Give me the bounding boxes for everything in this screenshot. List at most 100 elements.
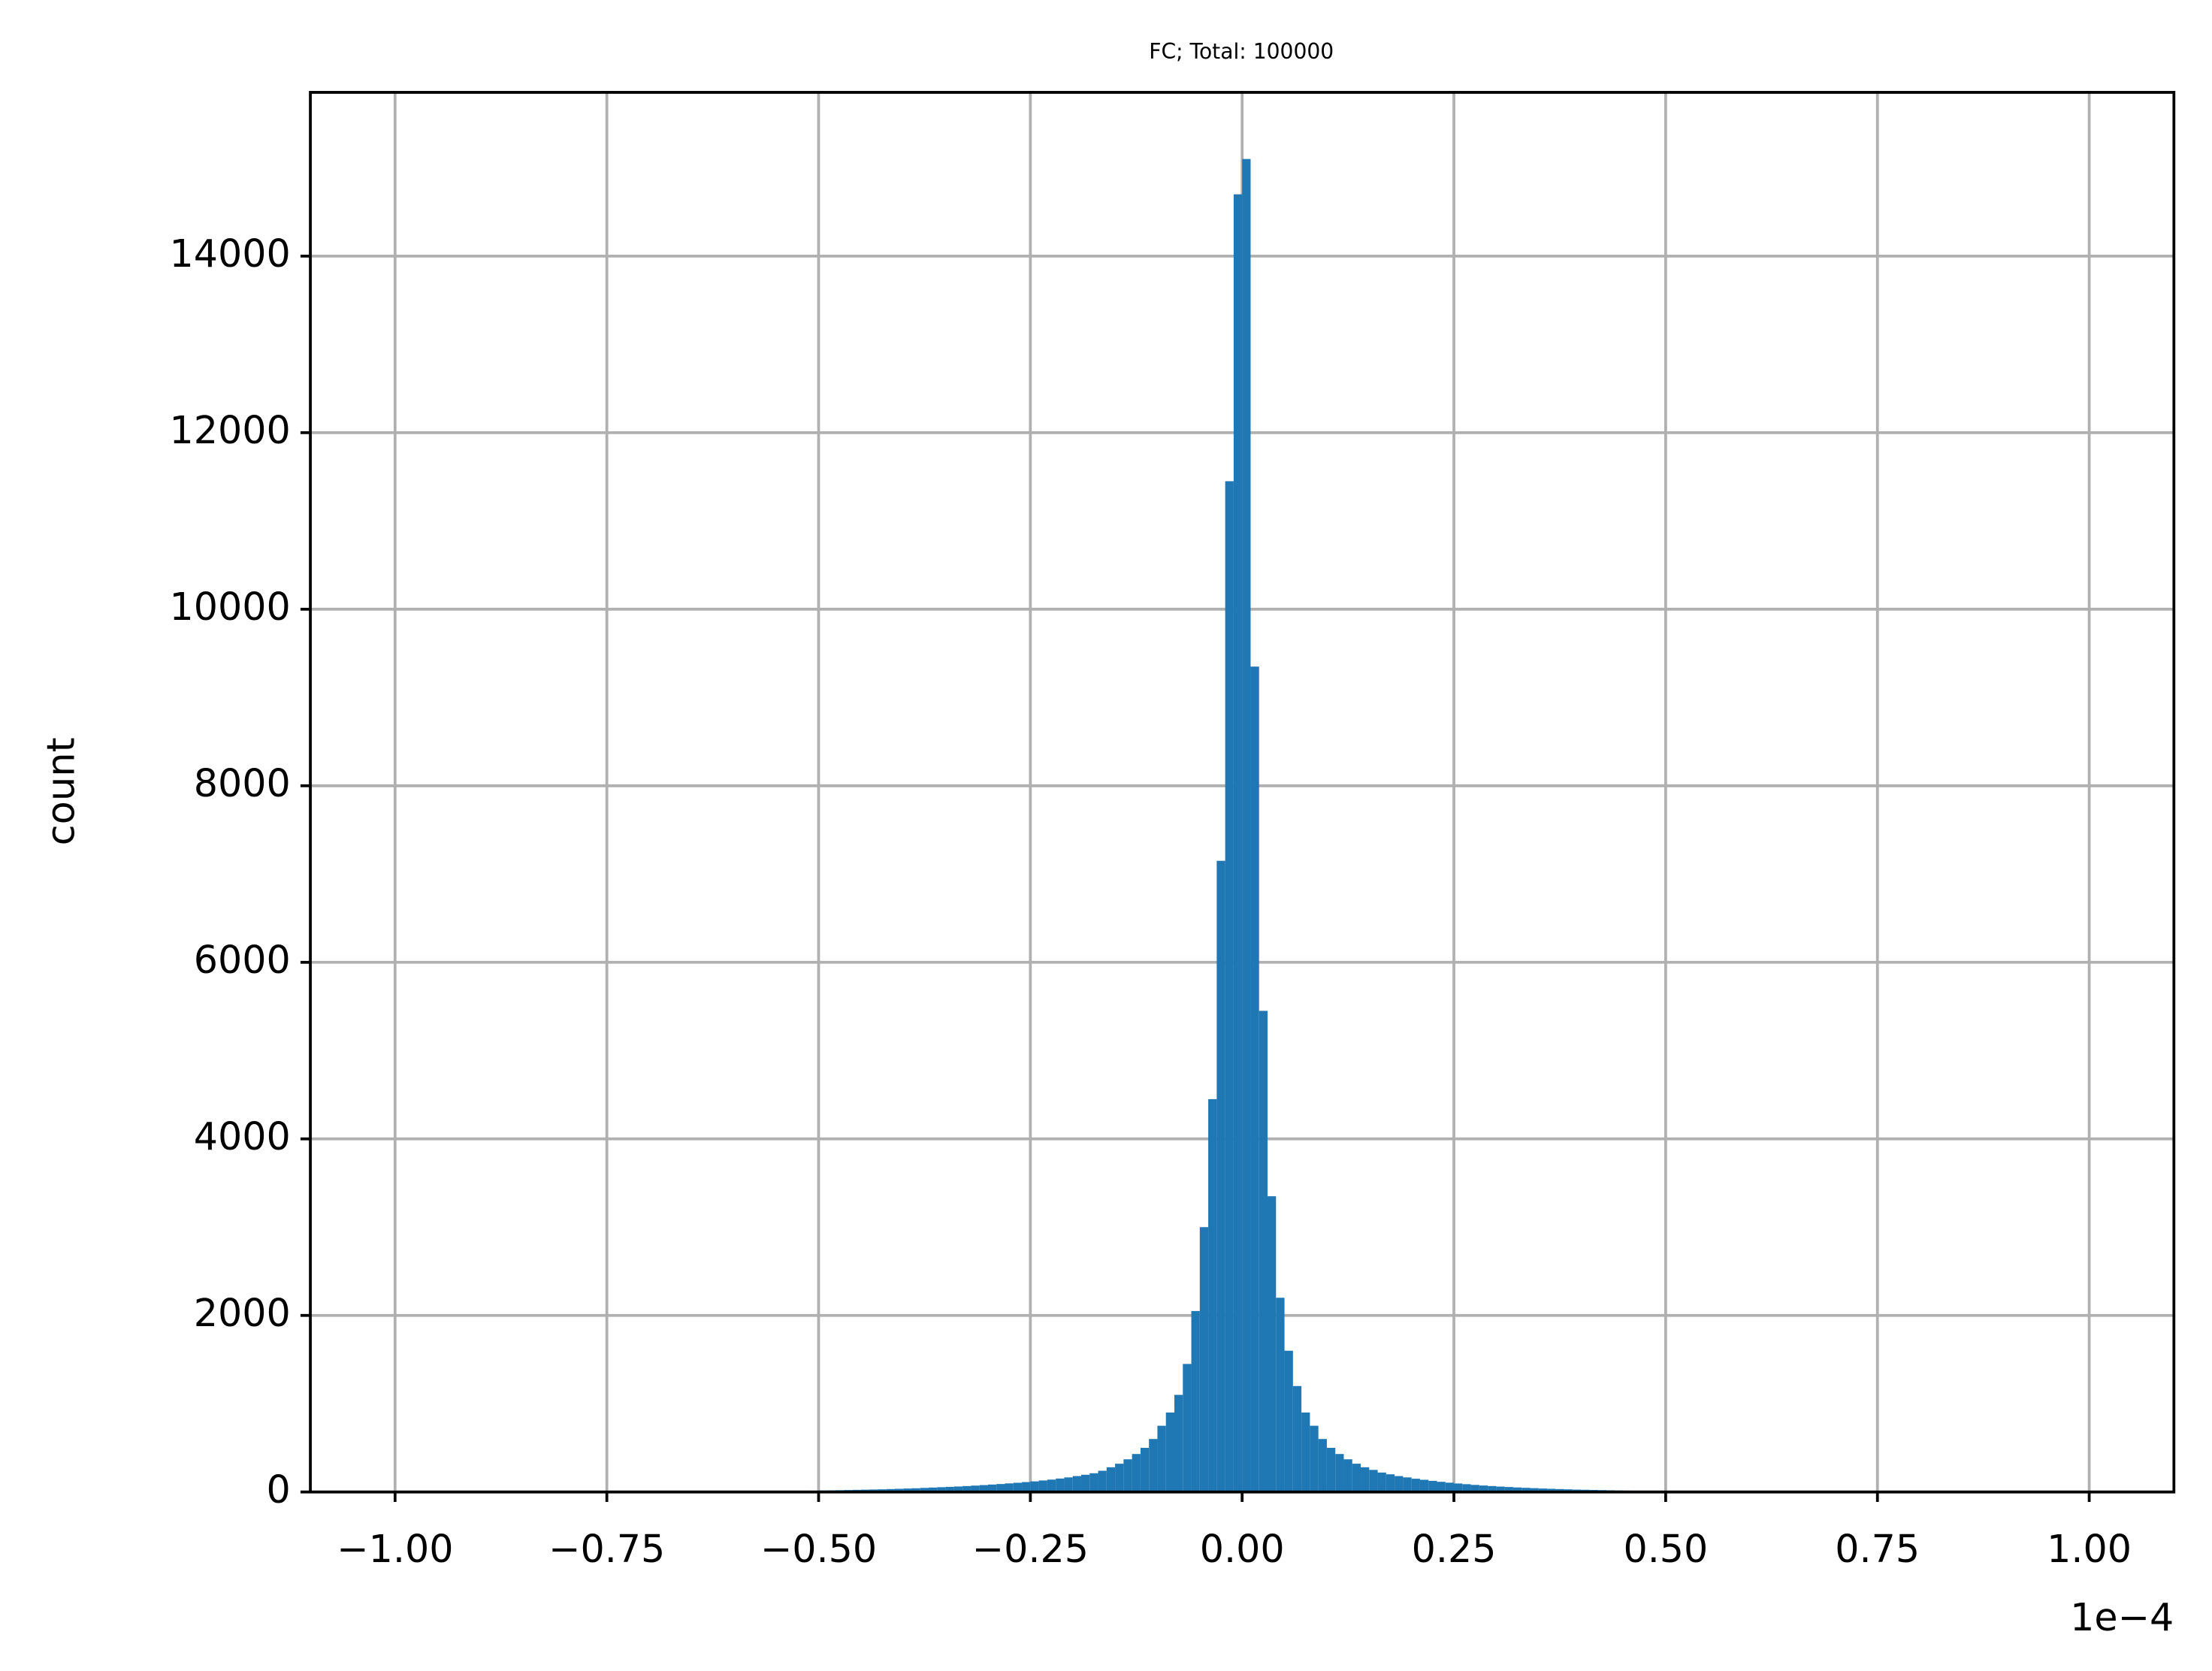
bar	[1284, 1350, 1293, 1492]
y-tick-label: 2000	[194, 1291, 291, 1335]
bar	[1199, 1227, 1209, 1492]
bar	[1013, 1482, 1023, 1492]
x-tick-label: 0.25	[1412, 1527, 1497, 1571]
y-tick-label: 6000	[194, 938, 291, 982]
bar	[1038, 1480, 1047, 1492]
x-tick-label: −0.50	[760, 1527, 877, 1571]
bar	[1233, 194, 1243, 1492]
bar	[1098, 1470, 1107, 1492]
bar	[1445, 1482, 1455, 1492]
bar	[979, 1485, 988, 1492]
bar	[1174, 1395, 1183, 1492]
bar	[1165, 1412, 1174, 1492]
bar	[1547, 1488, 1556, 1492]
bar	[1343, 1459, 1352, 1492]
bar	[1488, 1485, 1497, 1492]
bar	[1132, 1454, 1141, 1492]
bar	[1504, 1487, 1513, 1492]
x-tick-label: 1.00	[2047, 1527, 2132, 1571]
bar	[1292, 1385, 1302, 1492]
bar	[1352, 1464, 1361, 1492]
y-tick-label: 12000	[170, 408, 291, 452]
bar	[1047, 1479, 1056, 1492]
bar	[1149, 1439, 1158, 1492]
y-tick-label: 8000	[194, 761, 291, 805]
bar	[1318, 1439, 1327, 1492]
bar	[1462, 1484, 1471, 1492]
bar	[1496, 1486, 1505, 1492]
bar	[1470, 1485, 1479, 1492]
y-tick-label: 10000	[170, 585, 291, 629]
y-axis-label: count	[39, 737, 83, 845]
bar	[1157, 1425, 1166, 1492]
bar	[996, 1484, 1005, 1492]
bar	[1005, 1483, 1014, 1492]
bar	[1419, 1479, 1429, 1492]
x-tick-label: −1.00	[337, 1527, 453, 1571]
bar	[1301, 1412, 1310, 1492]
bar	[1479, 1485, 1488, 1492]
bar	[1276, 1298, 1285, 1492]
bar	[1335, 1454, 1344, 1492]
bar	[1395, 1476, 1404, 1492]
bar	[1326, 1447, 1336, 1492]
bar	[962, 1485, 972, 1492]
bar	[1080, 1474, 1090, 1492]
bar	[1538, 1488, 1548, 1492]
bar	[1123, 1459, 1132, 1492]
bar	[953, 1486, 963, 1492]
bar	[1183, 1364, 1192, 1492]
bar	[1140, 1447, 1150, 1492]
x-tick-label: 0.00	[1200, 1527, 1285, 1571]
bar	[1369, 1470, 1378, 1492]
bar	[886, 1488, 895, 1492]
bar	[1530, 1488, 1539, 1492]
bar	[1268, 1196, 1277, 1492]
x-tick-label: 0.50	[1623, 1527, 1708, 1571]
bar	[1437, 1482, 1446, 1492]
y-tick-label: 0	[267, 1467, 291, 1512]
bar	[1512, 1487, 1522, 1492]
bar	[987, 1484, 997, 1492]
bar	[929, 1487, 938, 1492]
bar	[1242, 159, 1251, 1492]
bar	[1022, 1482, 1031, 1492]
bar	[1089, 1473, 1098, 1492]
bar	[971, 1485, 980, 1492]
bar	[1072, 1476, 1081, 1492]
bar	[1411, 1479, 1420, 1492]
y-tick-label: 14000	[170, 231, 291, 276]
bar	[1522, 1488, 1531, 1492]
bars	[564, 159, 1903, 1492]
y-tick-label: 4000	[194, 1114, 291, 1159]
bar	[937, 1487, 946, 1492]
bar	[1454, 1483, 1463, 1492]
bar	[894, 1488, 904, 1492]
bar	[1361, 1467, 1370, 1492]
bar	[1250, 666, 1259, 1492]
bar	[1310, 1425, 1319, 1492]
bar	[1064, 1477, 1073, 1492]
bar	[903, 1488, 912, 1492]
bar	[1555, 1488, 1564, 1492]
bar	[1056, 1478, 1065, 1492]
bar	[945, 1486, 954, 1492]
bar	[1106, 1467, 1116, 1492]
bar	[1030, 1481, 1039, 1492]
bar	[1377, 1472, 1386, 1492]
x-tick-label: −0.75	[548, 1527, 665, 1571]
bar	[1259, 1011, 1268, 1492]
bar	[1403, 1477, 1412, 1492]
bar	[911, 1488, 920, 1492]
bar	[1225, 481, 1234, 1492]
bar	[1386, 1474, 1395, 1492]
bar	[1428, 1480, 1437, 1492]
bar	[1216, 860, 1225, 1492]
x-offset-label: 1e−4	[2070, 1595, 2174, 1639]
x-tick-label: 0.75	[1835, 1527, 1920, 1571]
bar	[920, 1488, 929, 1492]
chart-title: FC; Total: 100000	[1149, 39, 1334, 64]
